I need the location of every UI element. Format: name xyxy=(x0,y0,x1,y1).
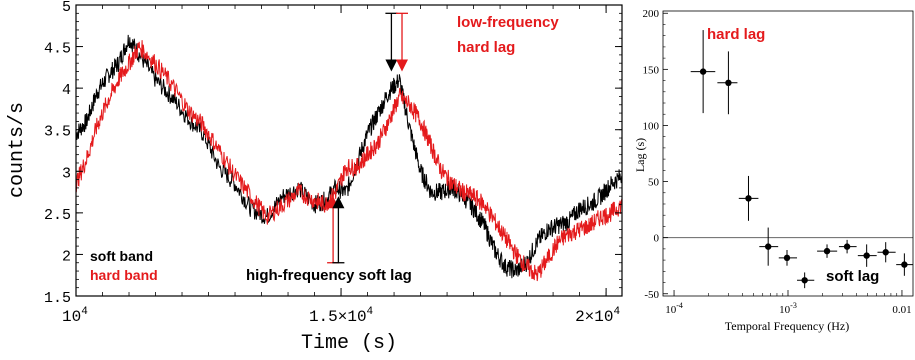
lag-marker xyxy=(823,247,831,255)
lag-point xyxy=(717,51,738,115)
lag-marker xyxy=(699,68,707,75)
left-x-axis-label: Time (s) xyxy=(301,332,397,355)
lag-point xyxy=(817,244,838,258)
lag-point xyxy=(778,249,798,266)
light-curve-panel: 1.5 2 2.5 3 3.5 4 4.5 5 104 1.5×104 2×104 Time (s)… xyxy=(6,0,623,355)
left-axis-ticks: 1.5 2 2.5 3 3.5 4 4.5 5 104 1.5×104 2×104 xyxy=(44,0,622,326)
lag-marker xyxy=(843,243,851,250)
right-axis-ticks: -50 0 50 100 150 200 10-4 10-3 0.01 xyxy=(643,8,912,316)
left-y-tick-label: 2.5 xyxy=(44,207,71,224)
lag-frequency-panel: -50 0 50 100 150 200 10-4 10-3 0.01 Temporal Fre… xyxy=(633,8,914,333)
lag-marker xyxy=(901,261,908,268)
lag-point xyxy=(690,30,716,114)
lag-marker xyxy=(863,252,870,259)
lag-marker xyxy=(764,243,772,250)
right-y-tick-label: 200 xyxy=(643,8,660,20)
down-arrow-icon xyxy=(385,12,398,72)
high-frequency-soft-lag-annotation: high-frequency soft lag xyxy=(246,267,412,284)
lag-marker xyxy=(801,277,808,284)
lag-marker xyxy=(783,254,791,262)
lag-arrows xyxy=(327,12,409,264)
right-x-tick-label: 10-3 xyxy=(779,301,797,316)
lag-points xyxy=(690,30,913,289)
lag-marker xyxy=(725,79,732,87)
right-y-tick-label: 100 xyxy=(643,120,660,132)
lag-point xyxy=(797,272,815,289)
low-frequency-line-1: low-frequency xyxy=(457,14,559,31)
right-x-tick-label: 10-4 xyxy=(665,301,683,316)
lag-point xyxy=(857,244,877,267)
right-y-tick-label: 150 xyxy=(643,64,660,76)
left-x-tick-label: 104 xyxy=(62,306,88,326)
soft-lag-annotation: soft lag xyxy=(826,268,879,285)
left-y-tick-label: 4 xyxy=(62,82,71,99)
left-y-tick-label: 3.5 xyxy=(44,124,71,141)
right-x-axis-label: Temporal Frequency (Hz) xyxy=(725,319,849,333)
left-y-axis-label: counts/s xyxy=(6,102,29,198)
left-y-tick-label: 4.5 xyxy=(44,41,71,58)
left-x-tick-label: 2×104 xyxy=(575,306,620,326)
low-frequency-hard-lag-annotation: low-frequency hard lag xyxy=(457,14,563,56)
light-curve-series xyxy=(75,34,623,282)
right-plot-frame xyxy=(662,10,914,297)
hard-lag-annotation: hard lag xyxy=(707,26,765,43)
left-plot-frame xyxy=(75,4,623,297)
series-line-hard-band xyxy=(75,40,623,282)
lag-point xyxy=(738,175,759,221)
left-y-tick-label: 1.5 xyxy=(44,290,71,307)
low-frequency-line-2: hard lag xyxy=(457,39,515,56)
lag-point xyxy=(896,253,913,276)
right-y-tick-label: -50 xyxy=(644,289,659,301)
left-y-tick-label: 5 xyxy=(62,0,71,16)
lag-marker xyxy=(882,249,889,256)
left-y-tick-label: 3 xyxy=(62,165,71,182)
lag-point xyxy=(838,239,857,254)
lag-point xyxy=(759,227,779,266)
series-line-soft-band xyxy=(75,34,623,279)
left-y-tick-label: 2 xyxy=(62,248,71,265)
legend-soft-band: soft band xyxy=(90,248,153,264)
legend-hard-band: hard band xyxy=(90,267,158,283)
up-arrow-icon xyxy=(332,196,345,264)
right-y-tick-label: 0 xyxy=(654,233,660,245)
right-y-tick-label: 50 xyxy=(648,177,660,189)
lag-marker xyxy=(745,195,752,202)
lag-point xyxy=(877,242,896,263)
right-x-tick-label: 0.01 xyxy=(892,304,911,316)
left-x-tick-label: 1.5×104 xyxy=(309,306,374,326)
right-y-axis-label: Lag (s) xyxy=(633,138,647,172)
down-arrow-icon xyxy=(396,12,409,72)
